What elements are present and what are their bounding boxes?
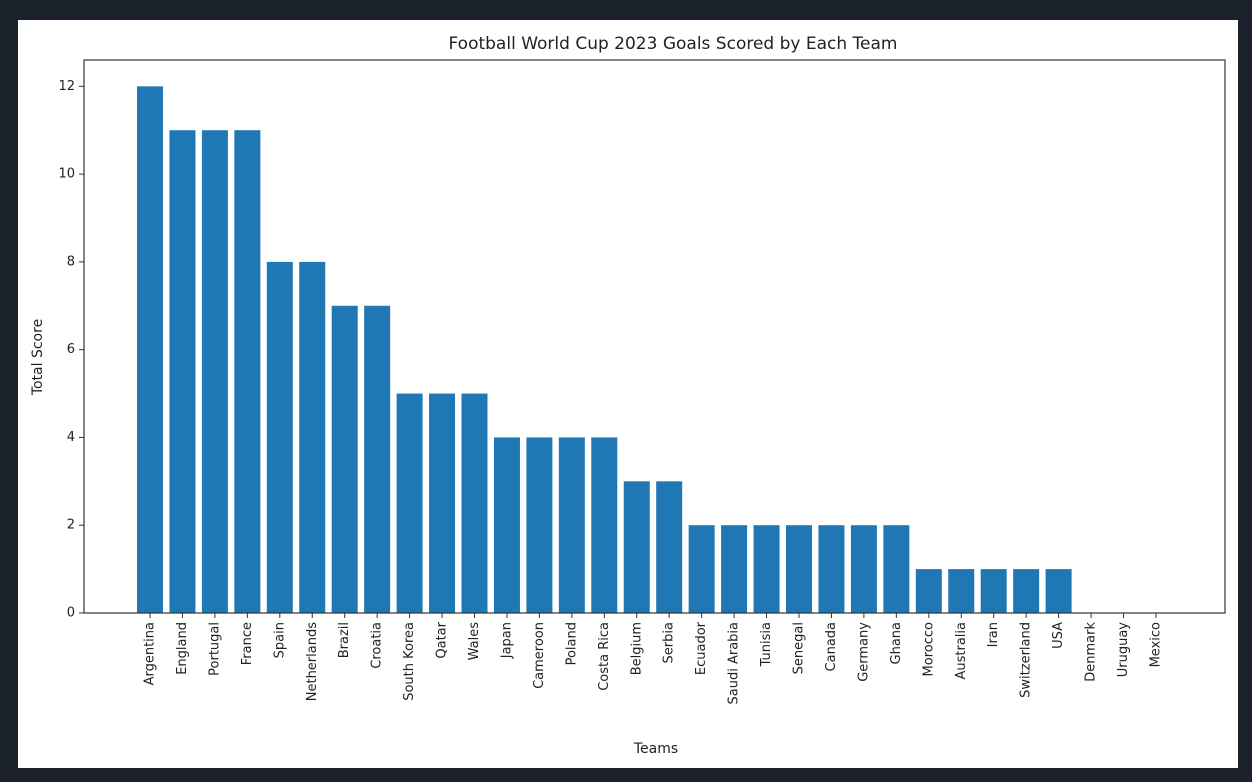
- bar: [331, 305, 358, 613]
- bar: [786, 525, 812, 613]
- bar: [201, 130, 228, 613]
- chart-title: Football World Cup 2023 Goals Scored by …: [449, 34, 898, 54]
- x-tick-label: Morocco: [921, 622, 936, 676]
- y-tick-label: 10: [58, 167, 75, 182]
- x-tick-label: Wales: [467, 622, 482, 661]
- x-tick-label: Costa Rica: [597, 622, 612, 691]
- x-tick-label: Croatia: [370, 622, 385, 669]
- bar: [169, 130, 196, 613]
- x-tick-label: Canada: [824, 622, 839, 671]
- x-tick-label: Uruguay: [1116, 622, 1131, 678]
- x-tick-label: Argentina: [143, 622, 158, 685]
- y-axis-label: Total Score: [30, 319, 46, 396]
- x-tick-label: Denmark: [1084, 622, 1099, 682]
- bar: [461, 393, 488, 613]
- y-tick-label: 0: [67, 606, 75, 621]
- x-tick-label: Japan: [499, 622, 514, 659]
- x-tick-label: Ghana: [889, 622, 904, 665]
- bar: [429, 393, 456, 613]
- x-tick-label: USA: [1051, 622, 1066, 649]
- x-tick-label: Ecuador: [694, 621, 709, 675]
- plot-area-frame: [83, 59, 1226, 614]
- x-tick-label: Saudi Arabia: [727, 622, 742, 705]
- y-ticks-group: 0 2 4 6 8 10 12: [58, 79, 84, 621]
- bar: [883, 525, 910, 613]
- bar: [137, 86, 163, 613]
- y-tick-label: 2: [67, 518, 75, 533]
- bar: [299, 261, 326, 613]
- x-axis-label: Teams: [633, 741, 678, 757]
- x-tick-label: Spain: [272, 622, 287, 658]
- bar: [721, 525, 748, 613]
- bar: [980, 569, 1007, 613]
- bar: [688, 525, 715, 613]
- x-tick-label: Germany: [856, 622, 871, 682]
- x-tick-label: Cameroon: [532, 622, 547, 689]
- bar: [656, 481, 683, 613]
- x-tick-label: Portugal: [207, 622, 222, 676]
- y-tick-label: 4: [67, 430, 75, 445]
- x-tick-label: Brazil: [337, 622, 352, 658]
- x-ticks-group: Argentina England Portugal France Spain Nethe…: [143, 613, 1163, 705]
- bar: [915, 569, 942, 613]
- x-tick-label: Australia: [954, 622, 969, 680]
- bar: [558, 437, 585, 613]
- bar: [948, 569, 975, 613]
- bar: [396, 393, 423, 613]
- x-tick-label: Poland: [564, 622, 579, 665]
- x-tick-label: Tunisia: [759, 622, 774, 667]
- x-tick-label: England: [175, 622, 190, 675]
- y-tick-label: 8: [67, 254, 75, 269]
- x-tick-label: Qatar: [435, 621, 450, 658]
- bar: [234, 130, 261, 613]
- bar: [850, 525, 877, 613]
- bar: [266, 261, 293, 613]
- bar: [493, 437, 520, 613]
- y-tick-label: 6: [67, 342, 75, 357]
- x-tick-label: Serbia: [662, 622, 677, 663]
- bars-group: [137, 86, 1072, 613]
- bar: [364, 305, 391, 613]
- x-tick-label: Mexico: [1148, 622, 1163, 667]
- x-tick-label: Iran: [986, 622, 1001, 647]
- x-tick-label: South Korea: [402, 622, 417, 701]
- bar: [753, 525, 780, 613]
- x-tick-label: Netherlands: [305, 622, 320, 701]
- bar: [1045, 569, 1072, 613]
- bar-chart: Football World Cup 2023 Goals Scored by …: [30, 34, 1226, 757]
- bar: [1013, 569, 1040, 613]
- bar: [623, 481, 650, 613]
- x-tick-label: France: [240, 622, 255, 665]
- chart-figure: Football World Cup 2023 Goals Scored by …: [18, 20, 1238, 768]
- bar: [591, 437, 618, 613]
- bar: [818, 525, 845, 613]
- x-tick-label: Senegal: [792, 622, 807, 674]
- bar: [526, 437, 553, 613]
- x-tick-label: Switzerland: [1019, 622, 1034, 698]
- y-tick-label: 12: [58, 79, 75, 94]
- x-tick-label: Belgium: [629, 622, 644, 675]
